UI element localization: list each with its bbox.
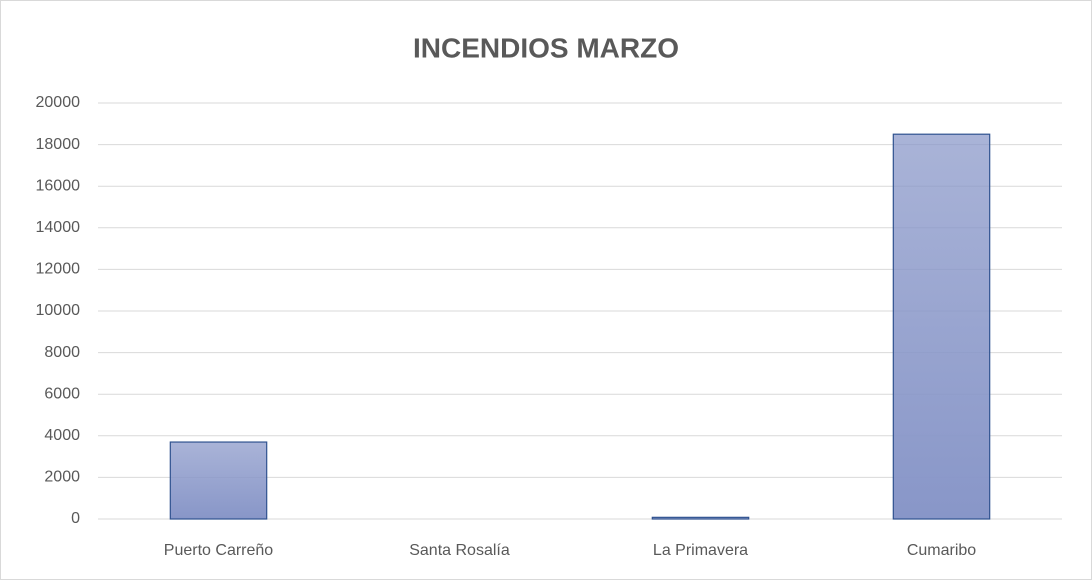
y-tick-label: 12000 <box>36 261 81 278</box>
y-tick-label: 2000 <box>44 469 80 486</box>
y-tick-label: 18000 <box>36 136 81 153</box>
y-tick-label: 20000 <box>36 94 81 111</box>
bar <box>169 441 268 520</box>
bar <box>892 133 991 520</box>
y-tick-label: 14000 <box>36 219 81 236</box>
x-tick-label: Puerto Carreño <box>164 542 273 559</box>
y-tick-label: 4000 <box>44 427 80 444</box>
y-tick-label: 10000 <box>36 302 81 319</box>
bar <box>651 516 750 520</box>
x-tick-label: Cumaribo <box>907 542 976 559</box>
x-tick-label: Santa Rosalía <box>409 542 510 559</box>
y-tick-label: 8000 <box>44 344 80 361</box>
chart-title: INCENDIOS MARZO <box>413 32 679 63</box>
y-tick-label: 6000 <box>44 385 80 402</box>
y-tick-label: 16000 <box>36 177 81 194</box>
y-tick-label: 0 <box>71 510 80 527</box>
x-tick-label: La Primavera <box>653 542 748 559</box>
